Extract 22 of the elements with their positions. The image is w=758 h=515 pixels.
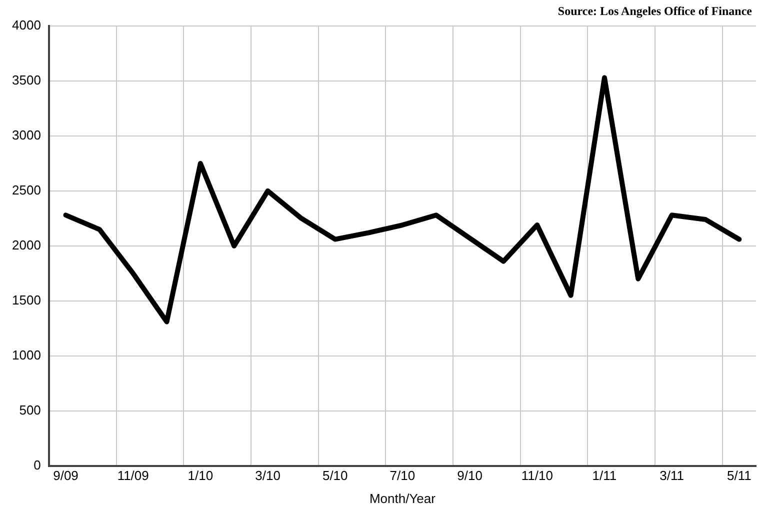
x-tick-label: 9/10	[457, 468, 482, 484]
y-tick-label: 3500	[12, 72, 41, 88]
y-tick-label: 2000	[12, 237, 41, 252]
y-tick-label: 0	[34, 457, 41, 472]
y-tick-label: 500	[19, 402, 41, 418]
y-tick-label: 2500	[12, 182, 41, 198]
y-tick-label: 3000	[12, 128, 41, 143]
x-tick-label: 1/10	[188, 468, 214, 484]
x-tick-label: 5/11	[726, 468, 752, 484]
x-tick-label: 3/10	[255, 468, 280, 484]
y-tick-label: 1000	[12, 347, 41, 362]
x-tick-label: 3/11	[660, 468, 684, 484]
source-note: Source: Los Angeles Office of Finance	[558, 4, 752, 19]
x-axis-title: Month/Year	[369, 490, 436, 506]
x-tick-label: 7/10	[390, 468, 416, 484]
y-tick-label: 1500	[12, 292, 41, 308]
y-tick-label: 4000	[12, 18, 41, 33]
x-tick-label: 1/11	[592, 468, 617, 484]
x-tick-label: 11/09	[117, 468, 149, 484]
x-tick-label: 9/09	[53, 468, 78, 484]
x-tick-label: 5/10	[322, 468, 348, 484]
x-tick-label: 11/10	[521, 468, 553, 484]
